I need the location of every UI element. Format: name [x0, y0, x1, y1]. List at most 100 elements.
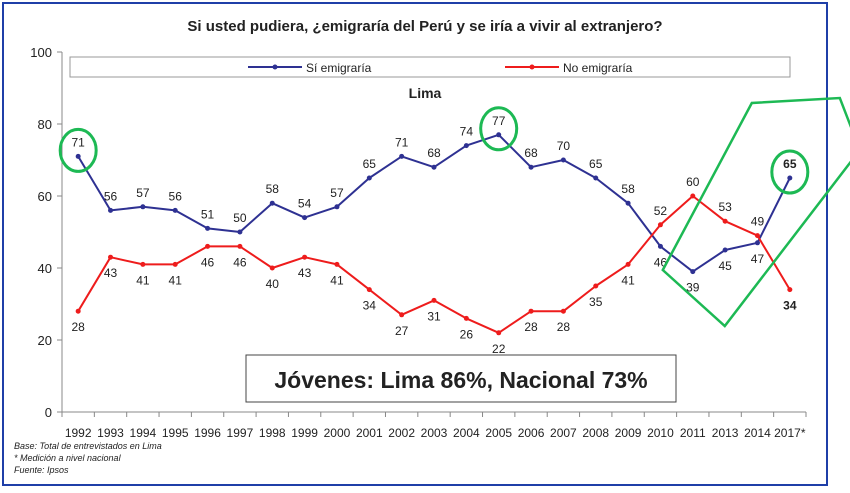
data-label: 43 [298, 266, 312, 280]
data-point [625, 261, 631, 267]
footnote-measure: * Medición a nivel nacional [14, 453, 121, 463]
data-point [172, 207, 178, 213]
data-point [108, 207, 114, 213]
data-label: 57 [330, 186, 344, 200]
data-label: 60 [686, 175, 700, 189]
data-point [334, 261, 340, 267]
data-point [496, 132, 502, 138]
data-label: 47 [751, 252, 765, 266]
x-tick-label: 2003 [421, 426, 448, 440]
legend-marker [529, 64, 535, 70]
data-label: 74 [460, 125, 474, 139]
data-point [722, 247, 728, 253]
data-label: 56 [169, 189, 183, 203]
data-point [528, 164, 534, 170]
data-label: 27 [395, 324, 409, 338]
x-tick-label: 2014 [744, 426, 771, 440]
data-point [108, 254, 114, 260]
x-tick-label: 1995 [162, 426, 189, 440]
data-point [787, 287, 793, 293]
data-point [560, 157, 566, 163]
data-label: 31 [427, 309, 441, 323]
x-tick-label: 2009 [615, 426, 642, 440]
data-point [75, 153, 81, 159]
data-point [625, 200, 631, 206]
data-point [302, 254, 308, 260]
data-point [334, 204, 340, 210]
data-point [205, 243, 211, 249]
data-point [787, 175, 793, 181]
data-point [172, 261, 178, 267]
y-tick-label: 100 [30, 45, 52, 60]
data-point [690, 193, 696, 199]
data-point [657, 243, 663, 249]
data-point [496, 330, 502, 336]
data-point [560, 308, 566, 314]
x-tick-label: 2017* [774, 426, 806, 440]
data-point [431, 297, 437, 303]
data-label: 41 [330, 273, 344, 287]
x-tick-label: 2001 [356, 426, 383, 440]
legend-label: Sí emigraría [306, 61, 372, 75]
data-point [140, 261, 146, 267]
data-label: 35 [589, 295, 603, 309]
data-label: 41 [169, 273, 183, 287]
chart-frame [2, 2, 828, 486]
footnote-base: Base: Total de entrevistados en Lima [14, 441, 162, 451]
data-label: 43 [104, 266, 118, 280]
data-label: 68 [427, 146, 441, 160]
x-tick-label: 1999 [291, 426, 318, 440]
y-tick-label: 40 [38, 261, 52, 276]
data-point [593, 283, 599, 289]
x-tick-label: 2000 [324, 426, 351, 440]
data-label: 26 [460, 327, 474, 341]
legend-marker [272, 64, 278, 70]
x-tick-label: 1994 [130, 426, 157, 440]
data-label: 46 [201, 255, 215, 269]
data-point [366, 175, 372, 181]
data-label: 41 [621, 273, 635, 287]
x-tick-label: 2002 [388, 426, 415, 440]
data-label: 28 [524, 320, 538, 334]
data-label: 53 [718, 200, 732, 214]
callout-text: Jóvenes: Lima 86%, Nacional 73% [274, 367, 647, 393]
data-point [269, 200, 275, 206]
data-label: 46 [233, 255, 247, 269]
data-label: 68 [524, 146, 538, 160]
data-point [269, 265, 275, 271]
data-point [431, 164, 437, 170]
data-label: 39 [686, 281, 700, 295]
data-label: 28 [557, 320, 571, 334]
x-tick-label: 1992 [65, 426, 92, 440]
data-point [463, 143, 469, 149]
legend-label: No emigraría [563, 61, 633, 75]
data-label: 56 [104, 189, 118, 203]
data-point [528, 308, 534, 314]
data-point [205, 225, 211, 231]
data-label: 34 [363, 299, 377, 313]
y-tick-label: 80 [38, 117, 52, 132]
data-label: 58 [621, 182, 635, 196]
x-tick-label: 1998 [259, 426, 286, 440]
footnote-source: Fuente: Ipsos [14, 465, 69, 475]
x-tick-label: 1993 [97, 426, 124, 440]
x-tick-label: 2007 [550, 426, 577, 440]
data-label: 51 [201, 207, 215, 221]
data-label: 28 [71, 320, 85, 334]
data-point [722, 218, 728, 224]
y-tick-label: 20 [38, 333, 52, 348]
data-label: 52 [654, 204, 668, 218]
data-point [399, 153, 405, 159]
data-label: 49 [751, 215, 765, 229]
data-point [366, 287, 372, 293]
y-tick-label: 0 [45, 405, 52, 420]
data-label: 71 [395, 135, 409, 149]
highlight-circle [770, 149, 810, 195]
x-tick-label: 2010 [647, 426, 674, 440]
x-tick-label: 2008 [582, 426, 609, 440]
x-tick-label: 2006 [518, 426, 545, 440]
data-point [690, 269, 696, 275]
data-label: 65 [363, 157, 377, 171]
y-tick-label: 60 [38, 189, 52, 204]
